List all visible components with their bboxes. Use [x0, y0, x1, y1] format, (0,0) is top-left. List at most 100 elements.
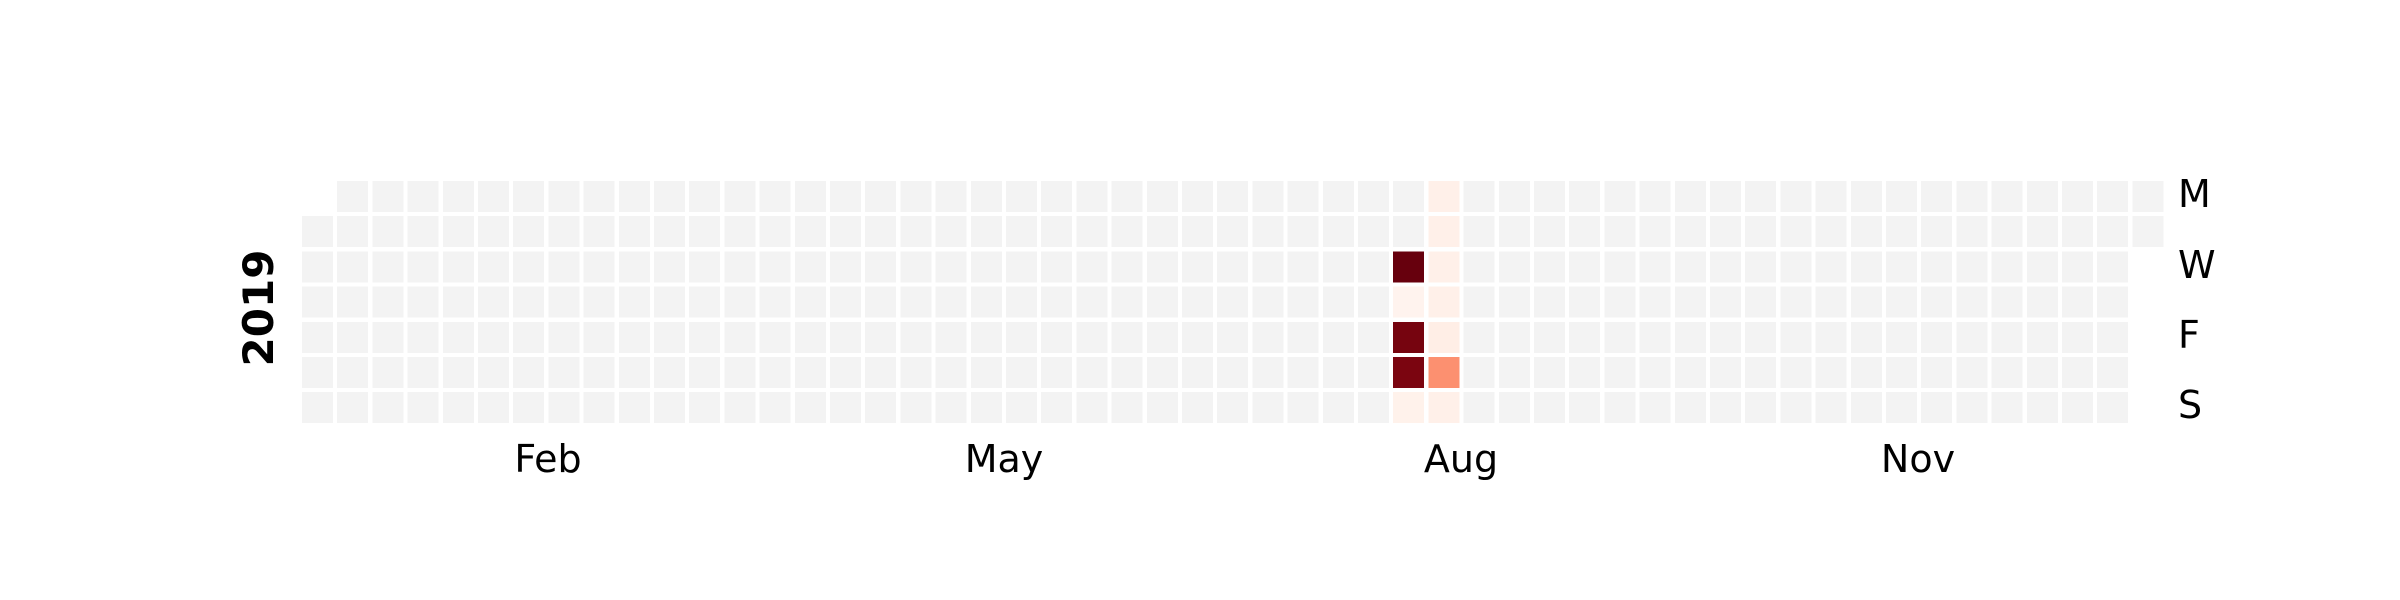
day-cell-2019-02-10: [478, 392, 509, 424]
day-cell-2019-06-15: [1111, 357, 1143, 388]
day-cell-2019-10-31: [1815, 286, 1847, 318]
day-cell-2019-10-02: [1674, 251, 1706, 283]
day-cell-2019-07-08: [1252, 181, 1284, 212]
day-cell-2019-10-28: [1815, 181, 1847, 212]
day-cell-2019-11-07: [1850, 286, 1882, 318]
day-cell-2019-07-09: [1252, 216, 1284, 248]
day-cell-2019-05-20: [1006, 181, 1037, 212]
day-cell-2019-07-29: [1358, 181, 1389, 212]
day-cell-2019-07-14: [1252, 392, 1284, 424]
day-cell-2019-12-19: [2062, 286, 2093, 318]
day-cell-2019-12-14: [2026, 357, 2058, 388]
day-cell-2019-11-15: [1886, 321, 1917, 353]
day-cell-2019-07-05: [1217, 321, 1249, 353]
day-cell-2019-05-27: [1041, 181, 1073, 212]
day-cell-2019-07-28: [1322, 392, 1354, 424]
day-cell-2019-11-23: [1921, 357, 1953, 388]
day-cell-2019-09-02: [1534, 181, 1565, 212]
day-cell-2019-01-19: [372, 357, 404, 388]
day-cell-2019-12-20: [2062, 321, 2093, 353]
day-cell-2019-01-04: [302, 321, 333, 353]
day-cell-2019-05-13: [970, 181, 1002, 212]
day-cell-2019-02-04: [478, 181, 509, 212]
day-cell-2019-11-04: [1850, 181, 1882, 212]
day-cell-2019-12-24: [2097, 216, 2129, 248]
day-cell-2019-06-01: [1041, 357, 1073, 388]
day-cell-2019-06-12: [1111, 251, 1143, 283]
day-cell-2019-02-21: [548, 286, 580, 318]
day-cell-2019-09-11: [1569, 251, 1601, 283]
day-cell-2019-07-02: [1217, 216, 1249, 248]
day-cell-2019-10-27: [1780, 392, 1812, 424]
day-cell-2019-09-06: [1534, 321, 1565, 353]
day-cell-2019-05-26: [1006, 392, 1037, 424]
day-cell-2019-09-26: [1639, 286, 1671, 318]
day-cell-2019-04-13: [794, 357, 826, 388]
day-cell-2019-02-18: [548, 181, 580, 212]
day-cell-2019-03-14: [654, 286, 685, 318]
day-cell-2019-12-10: [2026, 216, 2058, 248]
day-cell-2019-09-05: [1534, 286, 1565, 318]
day-cell-2019-11-08: [1850, 321, 1882, 353]
day-cell-2019-08-28: [1498, 251, 1530, 283]
day-cell-2019-02-26: [583, 216, 615, 248]
day-cell-2019-12-28: [2097, 357, 2129, 388]
day-cell-2019-05-15: [970, 251, 1002, 283]
day-cell-2019-09-10: [1569, 216, 1601, 248]
day-cell-2019-04-09: [794, 216, 826, 248]
day-cell-2019-01-02: [302, 251, 333, 283]
weekday-label-fri: F: [2178, 313, 2200, 357]
day-cell-2019-10-19: [1745, 357, 1777, 388]
day-cell-2019-08-06: [1393, 216, 1425, 248]
day-cell-2019-09-29: [1639, 392, 1671, 424]
day-cell-2019-04-27: [865, 357, 897, 388]
day-cell-2019-08-16: [1428, 321, 1460, 353]
day-cell-2019-06-17: [1146, 181, 1178, 212]
day-cell-2019-12-02: [1991, 181, 2023, 212]
day-cell-2019-11-24: [1921, 392, 1953, 424]
day-cell-2019-04-03: [759, 251, 791, 283]
day-cell-2019-10-06: [1674, 392, 1706, 424]
day-cell-2019-05-04: [900, 357, 932, 388]
day-cell-2019-10-08: [1710, 216, 1741, 248]
day-cell-2019-09-16: [1604, 181, 1636, 212]
day-cell-2019-03-11: [654, 181, 685, 212]
weekday-label-mon: M: [2178, 172, 2211, 216]
day-cell-2019-11-26: [1956, 216, 1988, 248]
day-cell-2019-03-06: [618, 251, 650, 283]
day-cell-2019-10-18: [1745, 321, 1777, 353]
day-cell-2019-12-09: [2026, 181, 2058, 212]
day-cell-2019-04-12: [794, 321, 826, 353]
day-cell-2019-01-17: [372, 286, 404, 318]
day-cell-2019-01-28: [442, 181, 474, 212]
day-cell-2019-03-29: [724, 321, 756, 353]
day-cell-2019-05-29: [1041, 251, 1073, 283]
day-cell-2019-02-02: [442, 357, 474, 388]
day-cell-2019-10-05: [1674, 357, 1706, 388]
day-cell-2019-10-12: [1710, 357, 1741, 388]
day-cell-2019-01-30: [442, 251, 474, 283]
day-cell-2019-10-30: [1815, 251, 1847, 283]
day-cell-2019-04-18: [830, 286, 861, 318]
day-cell-2019-05-02: [900, 286, 932, 318]
day-cell-2019-11-29: [1956, 321, 1988, 353]
day-cell-2019-10-21: [1780, 181, 1812, 212]
day-cell-2019-06-22: [1146, 357, 1178, 388]
day-cell-2019-04-16: [830, 216, 861, 248]
day-cell-2019-07-16: [1287, 216, 1319, 248]
day-cell-2019-03-15: [654, 321, 685, 353]
day-cell-2019-10-20: [1745, 392, 1777, 424]
day-cell-2019-01-23: [407, 251, 439, 283]
day-cell-2019-05-30: [1041, 286, 1073, 318]
day-cell-2019-08-31: [1498, 357, 1530, 388]
day-cell-2019-08-18: [1428, 392, 1460, 424]
day-cell-2019-02-23: [548, 357, 580, 388]
day-cell-2019-05-06: [935, 181, 967, 212]
day-cell-2019-12-27: [2097, 321, 2129, 353]
day-cell-2019-06-29: [1182, 357, 1213, 388]
day-cell-2019-02-17: [513, 392, 545, 424]
day-cell-2019-05-01: [900, 251, 932, 283]
day-cell-2019-08-29: [1498, 286, 1530, 318]
weekday-label-sun: S: [2178, 383, 2202, 427]
day-cell-2019-04-02: [759, 216, 791, 248]
